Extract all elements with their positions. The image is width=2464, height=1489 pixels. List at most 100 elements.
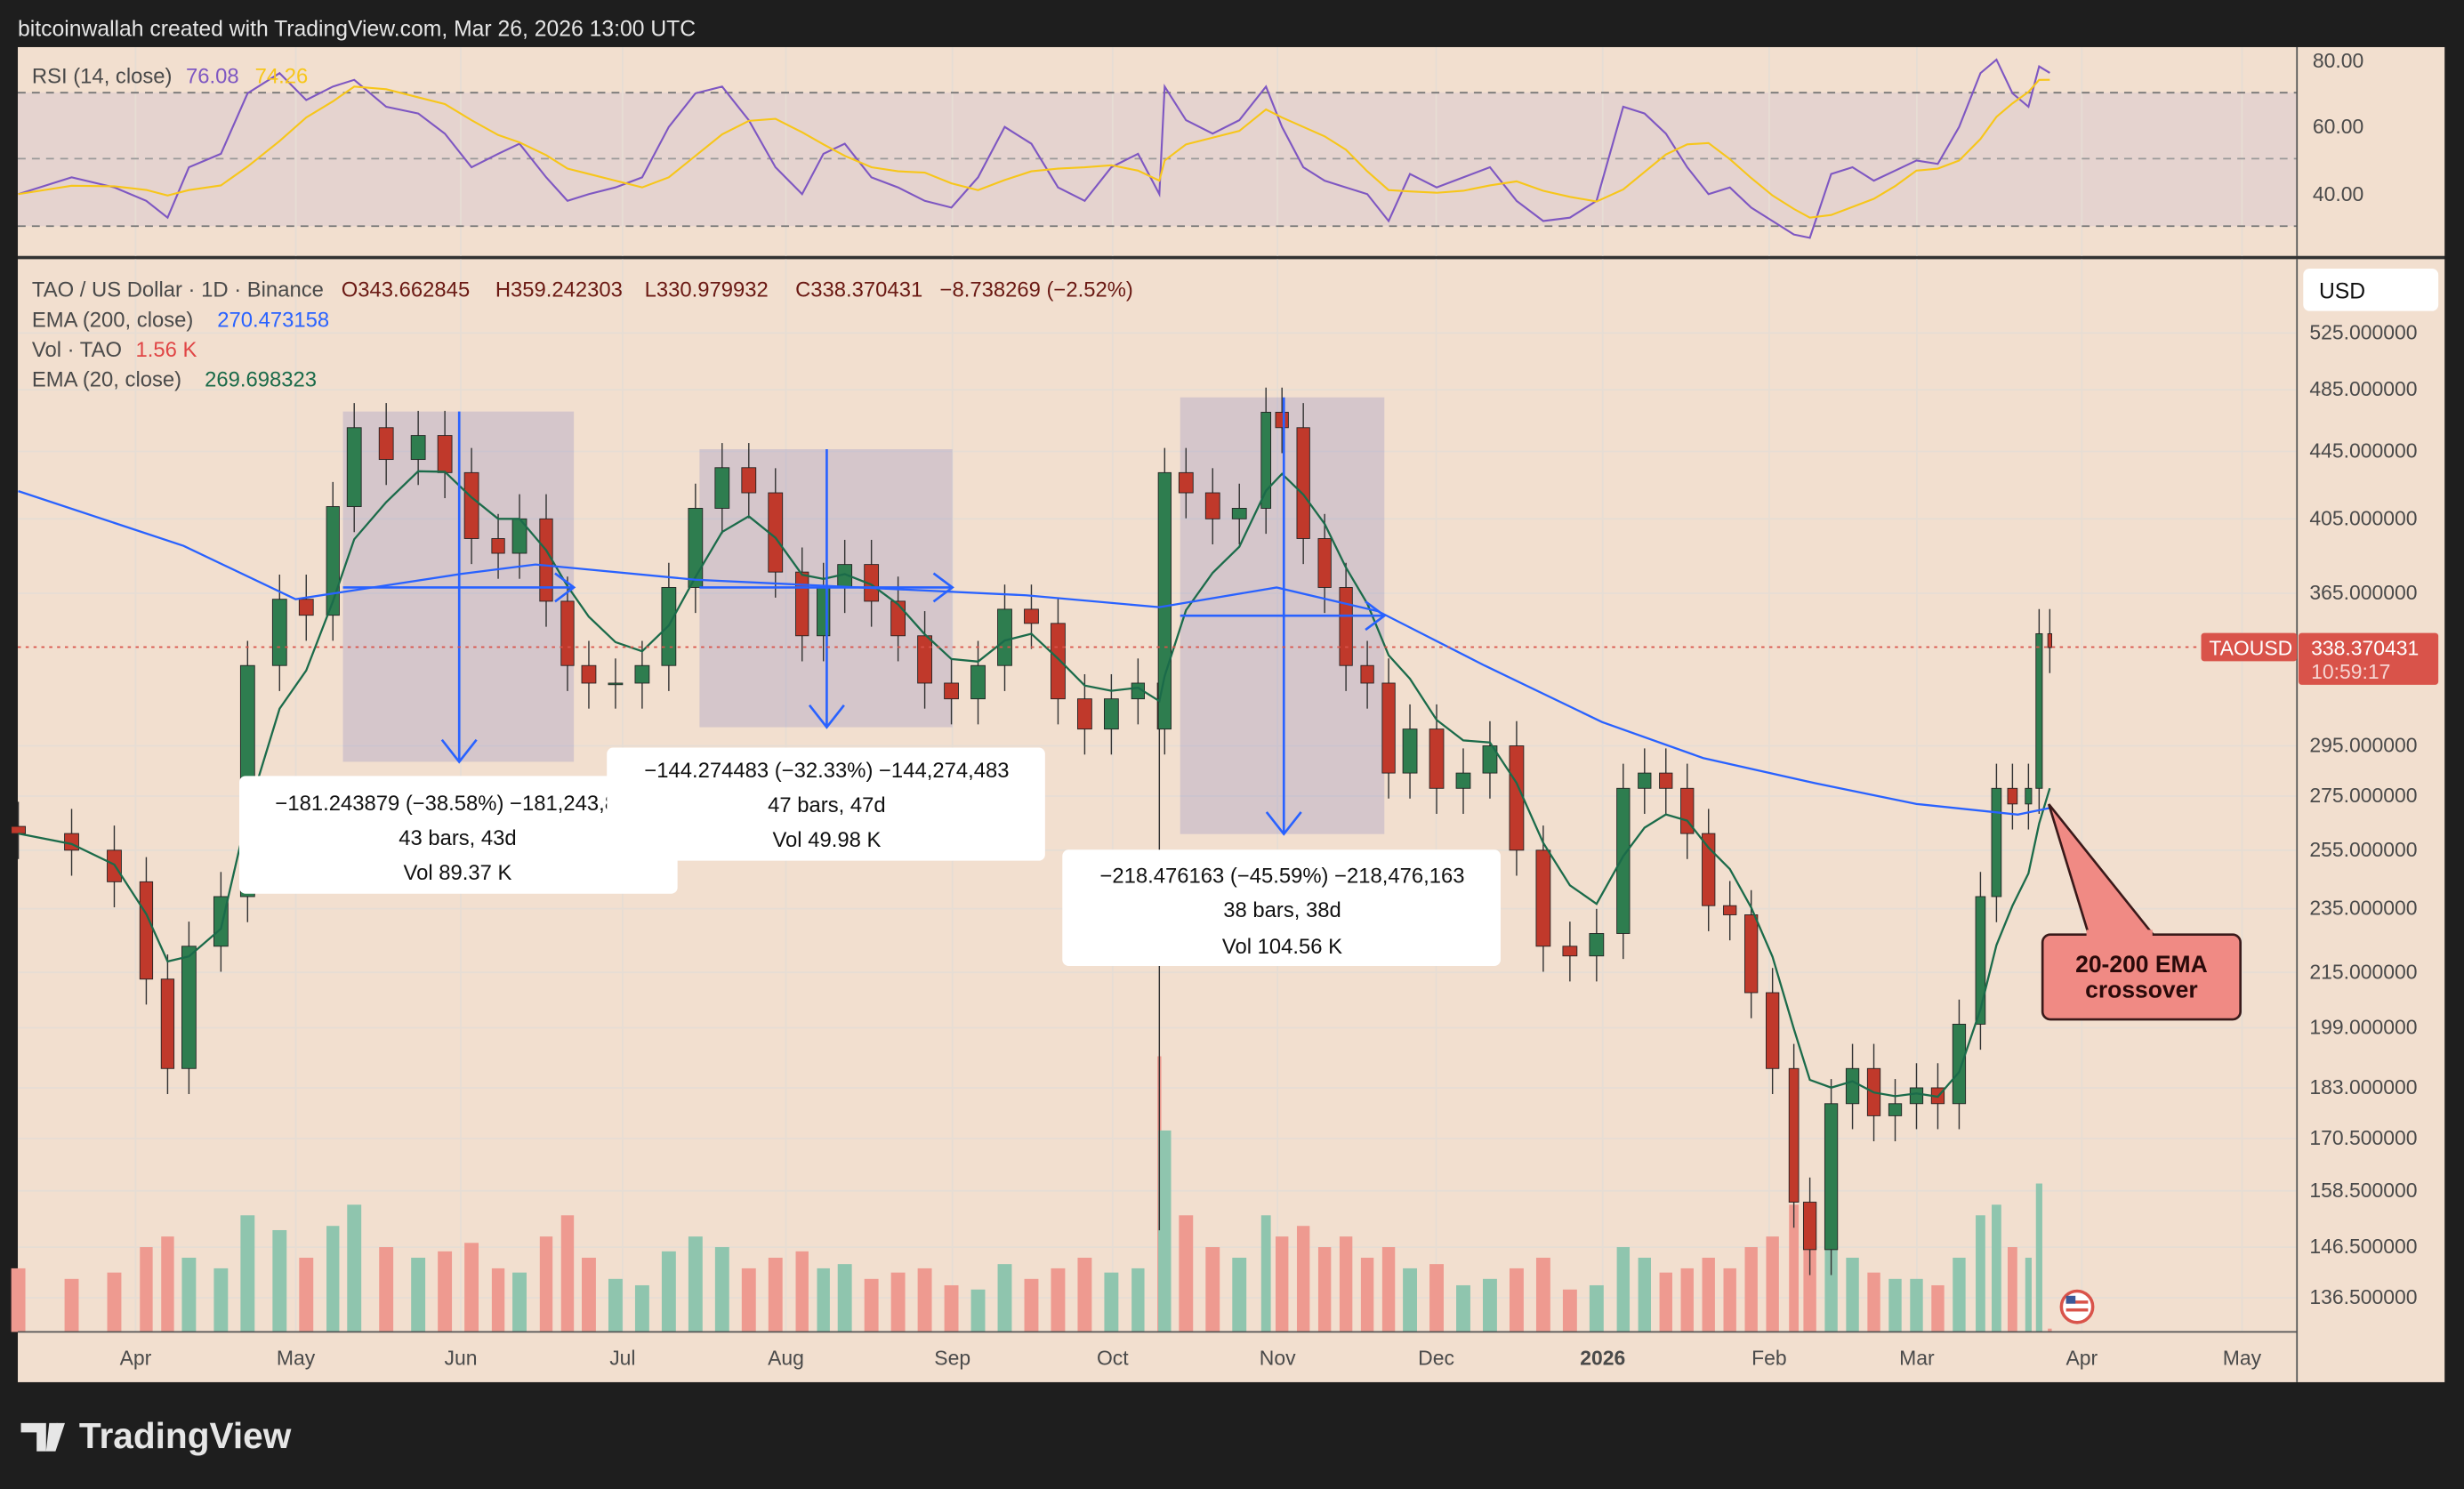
measurement-label-1: −181.243879 (−38.58%) −181,243,879 43 ba… (239, 776, 678, 894)
candle (1296, 427, 1310, 539)
candle (714, 467, 730, 509)
candle (1723, 905, 1737, 915)
measurement-label-2: −144.274483 (−32.33%) −144,274,483 47 ba… (607, 747, 1045, 861)
price-axis[interactable]: 525.000000 485.000000 445.000000 405.000000… (2309, 320, 2417, 1308)
time-tick: May (2223, 1347, 2262, 1370)
volume-bar (161, 1236, 174, 1332)
time-tick: Mar (1899, 1347, 1935, 1370)
volume-bar (1766, 1236, 1779, 1332)
candle (1360, 664, 1374, 684)
measure-volume: Vol 89.37 K (404, 861, 512, 885)
bar-countdown: 10:59:17 (2311, 660, 2390, 683)
candle (1680, 787, 1695, 834)
candle (1509, 745, 1525, 851)
rsi-ma-line (18, 78, 2050, 219)
time-tick: Feb (1751, 1347, 1787, 1370)
candle (1204, 492, 1220, 519)
volume-bar (560, 1215, 575, 1332)
us-flag-icon[interactable] (2059, 1289, 2095, 1324)
price-tick: 170.500000 (2309, 1126, 2417, 1149)
price-tick: 295.000000 (2309, 734, 2417, 757)
volume-bar (1824, 1236, 1838, 1332)
candle (271, 599, 287, 666)
candle (1275, 412, 1289, 429)
volume-bar (1992, 1204, 2001, 1332)
volume-bar (438, 1251, 453, 1332)
candle (688, 508, 704, 588)
candle (2007, 787, 2018, 805)
volume-bar (379, 1247, 394, 1332)
volume-bar (1296, 1226, 1310, 1332)
candle (1317, 538, 1332, 588)
arrow-down-icon (808, 704, 845, 729)
volume-bar (768, 1257, 783, 1332)
callout-line-1: 20-200 EMA (2075, 951, 2208, 978)
volume-bar (1232, 1257, 1247, 1332)
candle (1638, 772, 1652, 789)
candle (491, 538, 505, 554)
rsi-legend-value: 76.08 (186, 65, 239, 89)
candle (1744, 914, 1759, 994)
volume-bar (1680, 1268, 1694, 1332)
candle (160, 978, 175, 1069)
volume-bar (1589, 1284, 1604, 1332)
volume-bar (1659, 1272, 1672, 1332)
price-tick: 365.000000 (2309, 581, 2417, 604)
volume-bar (1158, 1130, 1172, 1332)
volume-bar (1339, 1236, 1353, 1332)
candle (1589, 933, 1605, 957)
volume-bar (1205, 1247, 1220, 1332)
price-tick: 275.000000 (2309, 784, 2417, 807)
volume-bar (917, 1268, 932, 1332)
rsi-tick: 40.00 (2313, 182, 2363, 205)
volume-bar (795, 1251, 809, 1332)
last-price-label: TAOUSD 338.370431 10:59:17 (2201, 632, 2439, 685)
price-tick: 136.500000 (2309, 1285, 2417, 1308)
candle (741, 467, 757, 494)
volume-bar (2007, 1247, 2017, 1332)
volume-bar (1535, 1257, 1550, 1332)
volume-bar (1888, 1278, 1902, 1332)
price-tick: 255.000000 (2309, 838, 2417, 861)
arrow-down-icon (1265, 811, 1302, 836)
volume-label: Vol · TAO (32, 338, 122, 362)
ema200-label: EMA (200, close) (32, 308, 193, 332)
measure-volume: Vol 49.98 K (772, 828, 881, 852)
candle (1260, 412, 1272, 509)
currency-button[interactable]: USD (2303, 268, 2439, 311)
candle (1991, 787, 2002, 897)
ema20-line (18, 470, 2051, 1099)
candle (2025, 787, 2033, 805)
volume-bar (213, 1268, 229, 1332)
volume-bar (890, 1272, 906, 1332)
ohlc-close: C338.370431 (795, 278, 922, 302)
volume-bar (714, 1247, 729, 1332)
candle (1402, 728, 1418, 774)
candle (560, 600, 575, 666)
volume-bar (661, 1251, 676, 1332)
candle (1051, 623, 1066, 700)
price-change: −8.738269 (−2.52%) (940, 278, 1133, 302)
volume-bar (1910, 1278, 1923, 1332)
ohlc-low: L330.979932 (645, 278, 769, 302)
volume-bar (1803, 1226, 1816, 1332)
candle (410, 435, 426, 461)
candle (1616, 787, 1631, 934)
price-tick: 199.000000 (2309, 1016, 2417, 1039)
candle (1562, 946, 1578, 957)
ema200-value: 270.473158 (217, 308, 329, 332)
volume-bar (1953, 1257, 1966, 1332)
candle (539, 518, 553, 602)
measure-bars: 47 bars, 47d (768, 793, 885, 817)
volume-bar (140, 1247, 153, 1332)
candle (917, 635, 932, 684)
ohlc-open: O343.662845 (342, 278, 470, 302)
time-tick: Apr (120, 1347, 152, 1370)
volume-bar (1051, 1268, 1066, 1332)
time-tick: Aug (768, 1347, 804, 1370)
time-axis[interactable]: Apr May Jun Jul Aug Sep Oct Nov Dec 2026 Feb Mar Apr… (120, 1347, 2262, 1370)
time-tick: Oct (1097, 1347, 1129, 1370)
volume-bar (1403, 1268, 1417, 1332)
candle (64, 833, 79, 851)
volume-bar (634, 1284, 649, 1332)
